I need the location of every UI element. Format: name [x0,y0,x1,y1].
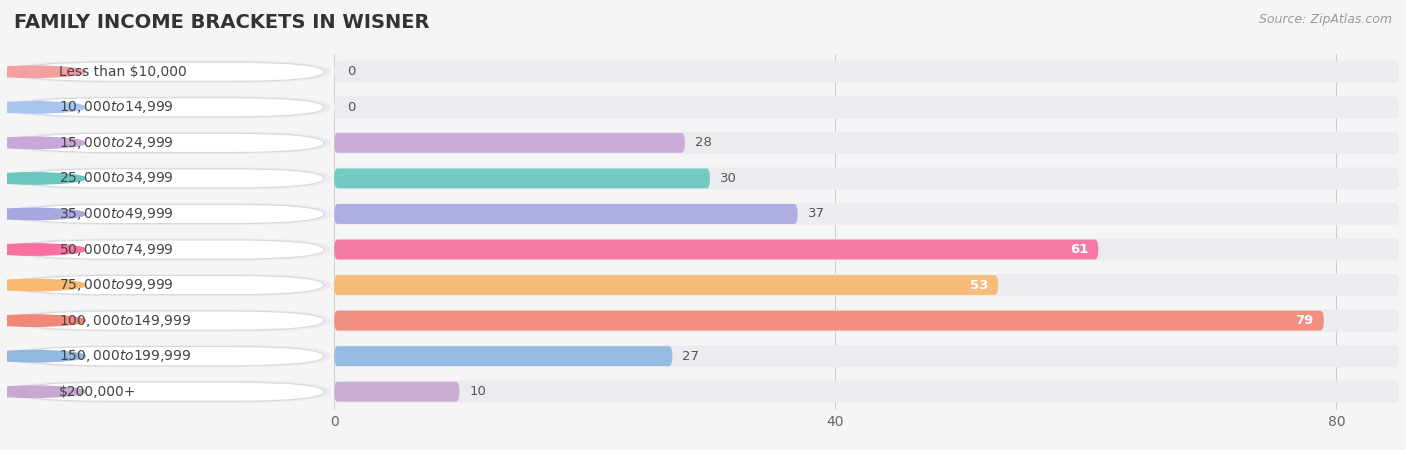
Circle shape [0,315,86,326]
Text: 0: 0 [347,101,356,114]
Text: 30: 30 [720,172,737,185]
Text: 10: 10 [470,385,486,398]
FancyBboxPatch shape [10,203,330,225]
Circle shape [0,279,86,291]
Circle shape [0,386,86,397]
FancyBboxPatch shape [17,240,325,259]
Circle shape [0,351,86,362]
Circle shape [0,208,86,220]
Text: Less than $10,000: Less than $10,000 [59,65,187,79]
Text: $35,000 to $49,999: $35,000 to $49,999 [59,206,174,222]
FancyBboxPatch shape [335,346,672,366]
Text: 28: 28 [695,136,711,149]
FancyBboxPatch shape [17,133,325,153]
FancyBboxPatch shape [10,310,330,332]
FancyBboxPatch shape [10,61,330,83]
Text: $75,000 to $99,999: $75,000 to $99,999 [59,277,174,293]
FancyBboxPatch shape [335,345,1399,367]
Text: $25,000 to $34,999: $25,000 to $34,999 [59,171,174,186]
Text: 53: 53 [970,279,988,292]
FancyBboxPatch shape [335,168,710,189]
FancyBboxPatch shape [335,238,1399,261]
Text: 61: 61 [1070,243,1088,256]
FancyBboxPatch shape [335,204,797,224]
FancyBboxPatch shape [335,239,1098,260]
Circle shape [0,102,86,113]
FancyBboxPatch shape [17,311,325,330]
FancyBboxPatch shape [17,98,325,117]
FancyBboxPatch shape [335,310,1399,332]
Text: Source: ZipAtlas.com: Source: ZipAtlas.com [1258,14,1392,27]
FancyBboxPatch shape [335,167,1399,189]
Text: FAMILY INCOME BRACKETS IN WISNER: FAMILY INCOME BRACKETS IN WISNER [14,14,430,32]
FancyBboxPatch shape [335,310,1324,331]
Circle shape [0,244,86,255]
FancyBboxPatch shape [335,203,1399,225]
FancyBboxPatch shape [10,274,330,296]
FancyBboxPatch shape [335,381,1399,403]
Text: $150,000 to $199,999: $150,000 to $199,999 [59,348,191,364]
Text: $200,000+: $200,000+ [59,385,136,399]
FancyBboxPatch shape [10,167,330,189]
Circle shape [0,66,86,77]
FancyBboxPatch shape [335,96,1399,118]
Text: 27: 27 [682,350,699,363]
FancyBboxPatch shape [10,381,330,403]
FancyBboxPatch shape [335,275,998,295]
Text: 79: 79 [1295,314,1313,327]
Text: $50,000 to $74,999: $50,000 to $74,999 [59,242,174,257]
FancyBboxPatch shape [335,132,1399,154]
FancyBboxPatch shape [17,275,325,295]
FancyBboxPatch shape [10,238,330,261]
FancyBboxPatch shape [17,346,325,366]
FancyBboxPatch shape [17,382,325,401]
Text: $15,000 to $24,999: $15,000 to $24,999 [59,135,174,151]
FancyBboxPatch shape [17,62,325,81]
FancyBboxPatch shape [335,274,1399,296]
FancyBboxPatch shape [335,61,1399,83]
Text: 37: 37 [807,207,825,220]
Text: $10,000 to $14,999: $10,000 to $14,999 [59,99,174,115]
FancyBboxPatch shape [10,345,330,367]
Circle shape [0,173,86,184]
FancyBboxPatch shape [17,204,325,224]
FancyBboxPatch shape [10,96,330,118]
FancyBboxPatch shape [17,169,325,188]
FancyBboxPatch shape [10,132,330,154]
FancyBboxPatch shape [335,382,460,402]
Text: 0: 0 [347,65,356,78]
Circle shape [0,137,86,148]
Text: $100,000 to $149,999: $100,000 to $149,999 [59,313,191,328]
FancyBboxPatch shape [335,133,685,153]
